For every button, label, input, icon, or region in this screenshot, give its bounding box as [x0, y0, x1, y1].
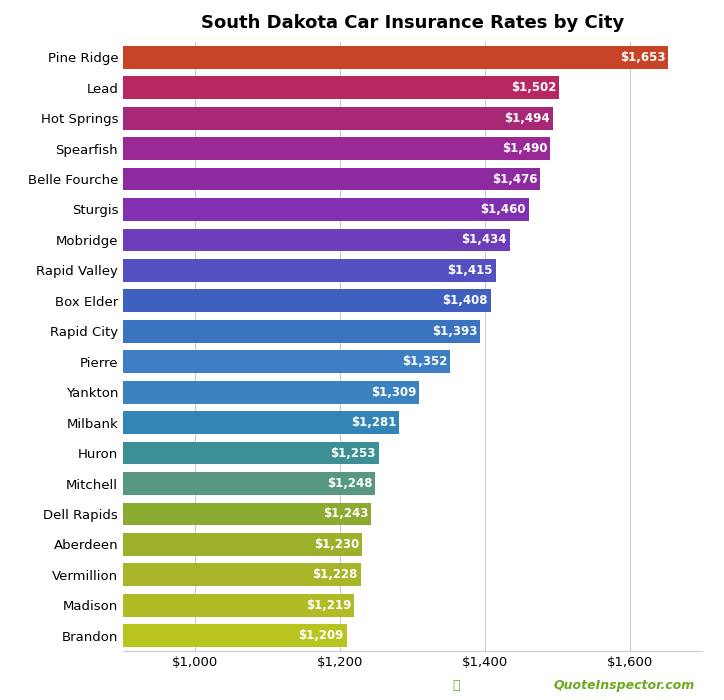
Text: $1,228: $1,228	[312, 568, 358, 582]
Bar	[123, 472, 375, 495]
Text: $1,408: $1,408	[442, 294, 488, 307]
Text: $1,248: $1,248	[327, 477, 372, 490]
Text: $1,393: $1,393	[432, 325, 477, 338]
Text: $1,434: $1,434	[461, 233, 507, 246]
Title: South Dakota Car Insurance Rates by City: South Dakota Car Insurance Rates by City	[201, 14, 624, 32]
Bar	[123, 228, 510, 251]
Text: $1,309: $1,309	[371, 386, 416, 399]
Bar	[123, 320, 480, 343]
Text: $1,209: $1,209	[298, 629, 344, 643]
Bar	[123, 624, 347, 648]
Text: $1,253: $1,253	[330, 447, 376, 460]
Text: $1,281: $1,281	[350, 416, 396, 429]
Bar	[123, 46, 668, 69]
Bar	[123, 289, 491, 312]
Text: $1,460: $1,460	[480, 203, 526, 216]
Text: $1,352: $1,352	[402, 355, 447, 368]
Bar	[123, 259, 496, 282]
Bar	[123, 198, 529, 221]
Bar	[123, 106, 553, 130]
Bar	[123, 564, 361, 587]
Text: $1,476: $1,476	[492, 172, 537, 186]
Text: $1,494: $1,494	[505, 111, 550, 125]
Text: $1,243: $1,243	[323, 508, 369, 521]
Text: $1,230: $1,230	[314, 538, 359, 551]
Bar	[123, 137, 550, 160]
Text: $1,502: $1,502	[510, 81, 556, 94]
Bar	[123, 350, 450, 373]
Bar	[123, 442, 379, 465]
Bar	[123, 503, 371, 526]
Text: $1,415: $1,415	[447, 264, 493, 277]
Bar	[123, 381, 419, 404]
Bar	[123, 533, 362, 556]
Bar	[123, 594, 354, 617]
Text: $1,490: $1,490	[502, 142, 547, 155]
Text: $1,653: $1,653	[620, 50, 665, 64]
Text: $1,219: $1,219	[306, 598, 351, 612]
Text: QuoteInspector.com: QuoteInspector.com	[554, 678, 695, 692]
Text: ⓘ: ⓘ	[452, 678, 460, 692]
Bar	[123, 76, 559, 99]
Bar	[123, 411, 399, 434]
Bar	[123, 167, 540, 190]
